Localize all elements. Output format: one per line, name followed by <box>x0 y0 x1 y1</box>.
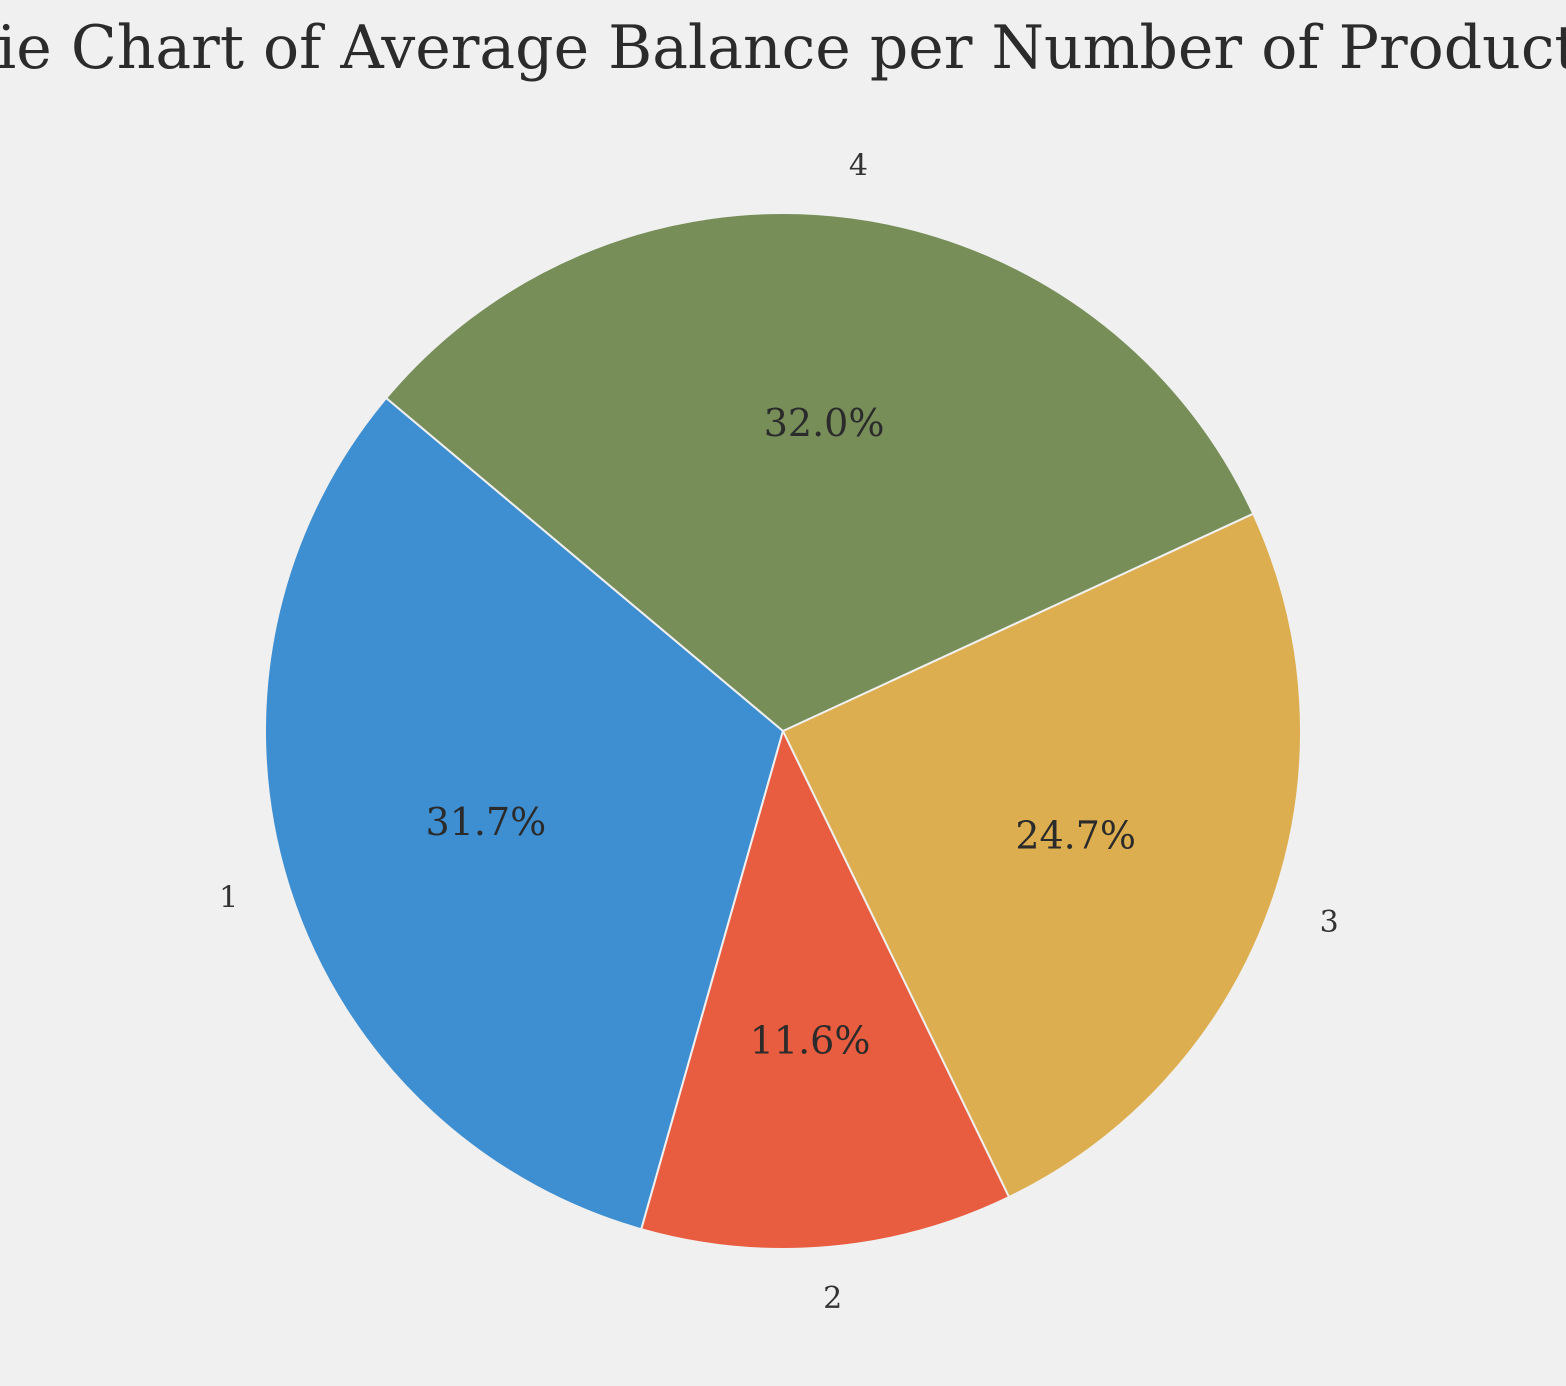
pie-slice-3 <box>782 512 1303 1199</box>
pie-category-label-2: 2 <box>823 1281 842 1316</box>
pie-slice-1 <box>264 397 784 1231</box>
pie-slice-2 <box>640 730 1011 1250</box>
pie-category-label-3: 3 <box>1320 905 1339 940</box>
pie-slice-4 <box>385 212 1255 732</box>
pie-percent-label-1: 31.7% <box>426 800 547 844</box>
pie-slices <box>264 212 1303 1250</box>
pie-labels: 31.7% 1 11.6% 2 24.7% 3 32.0% 4 <box>219 149 1338 1316</box>
pie-percent-label-3: 24.7% <box>1015 814 1136 858</box>
pie-percent-label-2: 11.6% <box>750 1019 871 1063</box>
pie-percent-label-4: 32.0% <box>764 401 885 445</box>
pie-category-label-4: 4 <box>849 149 868 184</box>
pie-category-label-1: 1 <box>219 881 238 916</box>
chart-title: Pie Chart of Average Balance per Number … <box>0 13 1566 83</box>
